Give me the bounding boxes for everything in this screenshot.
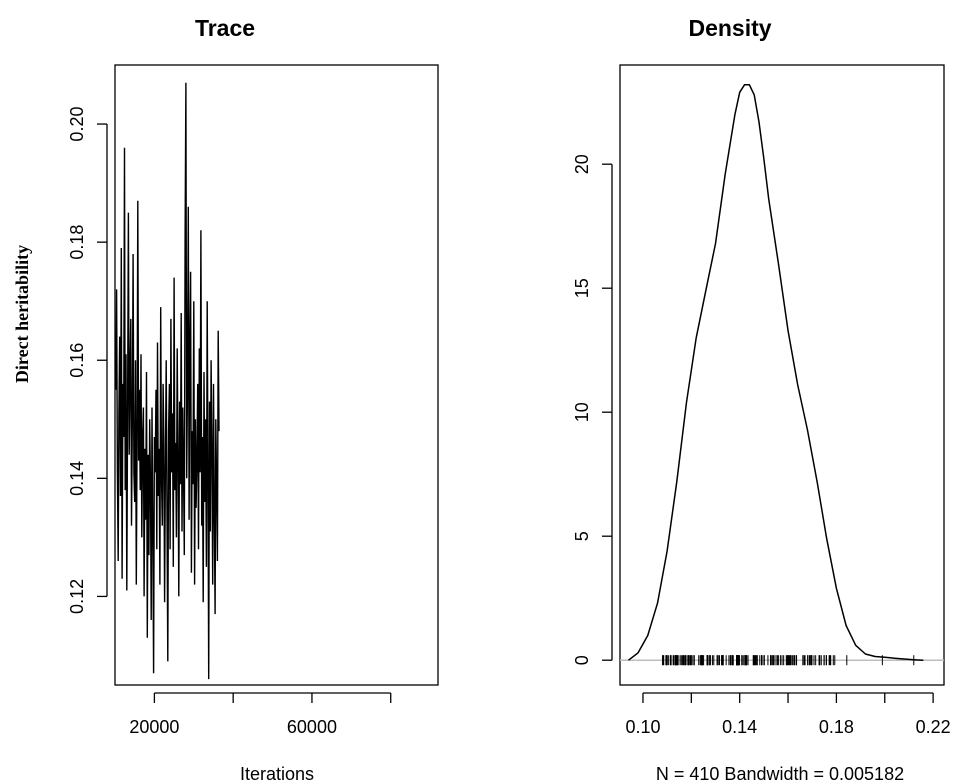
trace-series xyxy=(115,82,220,680)
trace-x-tick-label: 60000 xyxy=(287,717,337,737)
trace-x-label: Iterations xyxy=(240,764,314,783)
trace-y-tick-label: 0.16 xyxy=(67,343,87,378)
trace-y-tick-label: 0.12 xyxy=(67,579,87,614)
density-x-label: N = 410 Bandwidth = 0.005182 xyxy=(656,764,904,783)
density-x-tick-label: 0.22 xyxy=(916,717,951,737)
trace-title: Trace xyxy=(195,15,255,41)
density-curve xyxy=(628,84,924,661)
density-series xyxy=(628,84,924,661)
density-plot-frame xyxy=(619,64,945,686)
trace-x-tick-label: 20000 xyxy=(129,717,179,737)
trace-y-tick-label: 0.14 xyxy=(67,461,87,496)
density-panel: Density 0.10 0.14 0.18 0.22 0 5 10 15 20 N = 41… xyxy=(572,15,951,783)
trace-y-axis: 0.12 0.14 0.16 0.18 0.20 xyxy=(67,107,108,614)
density-x-tick-label: 0.14 xyxy=(722,717,757,737)
trace-panel: Trace 20000 60000 0.12 0.14 0.16 0.18 0.20 It… xyxy=(12,15,439,783)
density-y-tick-label: 20 xyxy=(572,154,592,174)
trace-y-tick-label: 0.20 xyxy=(67,107,87,142)
density-y-tick-label: 10 xyxy=(572,402,592,422)
trace-line xyxy=(115,82,220,680)
density-y-tick-label: 5 xyxy=(572,531,592,541)
density-rug xyxy=(661,655,915,666)
density-y-axis: 0 5 10 15 20 xyxy=(572,154,613,665)
density-y-tick-label: 0 xyxy=(572,655,592,665)
trace-x-axis: 20000 60000 xyxy=(129,692,392,737)
density-title: Density xyxy=(688,15,771,41)
density-y-tick-label: 15 xyxy=(572,278,592,298)
density-x-tick-label: 0.10 xyxy=(625,717,660,737)
trace-plot-frame xyxy=(114,64,439,686)
trace-y-label: Direct heritability xyxy=(12,245,32,383)
trace-y-tick-label: 0.18 xyxy=(67,225,87,260)
density-x-axis: 0.10 0.14 0.18 0.22 xyxy=(625,692,951,737)
density-x-tick-label: 0.18 xyxy=(819,717,854,737)
